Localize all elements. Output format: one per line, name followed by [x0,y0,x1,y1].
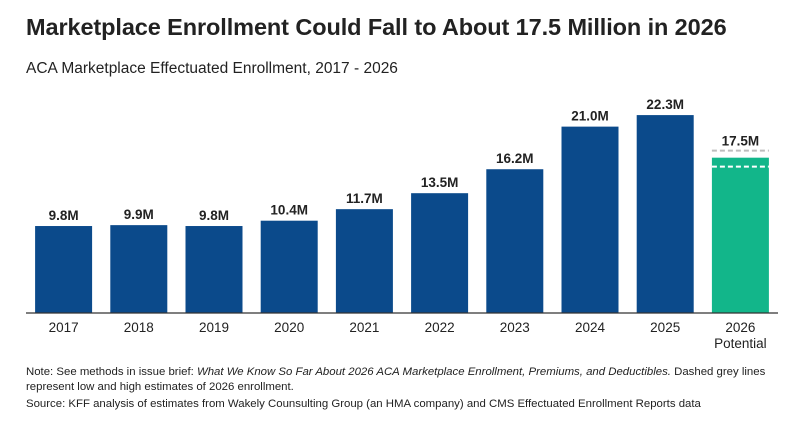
x-tick-label-8: 2024 [575,320,606,335]
bar-value-label-9: 22.3M [646,97,684,112]
chart-subtitle: ACA Marketplace Effectuated Enrollment, … [26,60,398,77]
bar-4 [260,220,318,313]
bar-chart: 9.8M 2017 9.9M 2018 9.8M 2019 10.4M 2020 11.7M 20… [26,97,778,351]
x-tick-label-5: 2021 [349,320,379,335]
chart-notes: Note: See methods in issue brief: What W… [26,365,786,412]
bar-3 [185,226,243,313]
bar-value-label-2: 9.9M [124,207,154,222]
bar-value-label-3: 9.8M [199,208,229,223]
bar-value-label-1: 9.8M [49,208,79,223]
note-prefix: Note: See methods in issue brief: [26,366,197,378]
chart-title: Marketplace Enrollment Could Fall to Abo… [26,14,727,40]
bar-value-label-6: 13.5M [421,175,459,190]
bar-8 [561,126,619,313]
x-tick-label-6: 2022 [425,320,455,335]
x-tick-label-9: 2025 [650,320,680,335]
bar-7 [486,169,544,313]
bar-1 [35,226,93,313]
bar-value-label-8: 21.0M [571,109,609,124]
x-tick-label-4: 2020 [274,320,304,335]
x-tick-label-3: 2019 [199,320,229,335]
bar-10 [711,157,769,313]
bar-9 [636,115,694,314]
bar-6 [411,193,469,313]
x-tick-label-7: 2023 [500,320,530,335]
x-tick-label-10: 2026 Potential [714,320,767,351]
source-text: Source: KFF analysis of estimates from W… [26,398,701,410]
bar-5 [335,209,393,313]
bar-value-label-4: 10.4M [270,203,308,218]
bar-value-label-10: 17.5M [722,134,760,149]
x-tick-label-1: 2017 [49,320,79,335]
bar-value-label-7: 16.2M [496,151,534,166]
issue-brief-title: What We Know So Far About 2026 ACA Marke… [196,366,671,378]
x-tick-label-2: 2018 [124,320,154,335]
bar-2 [110,225,168,313]
note-suffix: Dashed grey lines represent low and high… [26,366,766,393]
bar-value-label-5: 11.7M [346,191,383,206]
note-text: Note: See methods in issue brief: What W… [26,365,786,395]
